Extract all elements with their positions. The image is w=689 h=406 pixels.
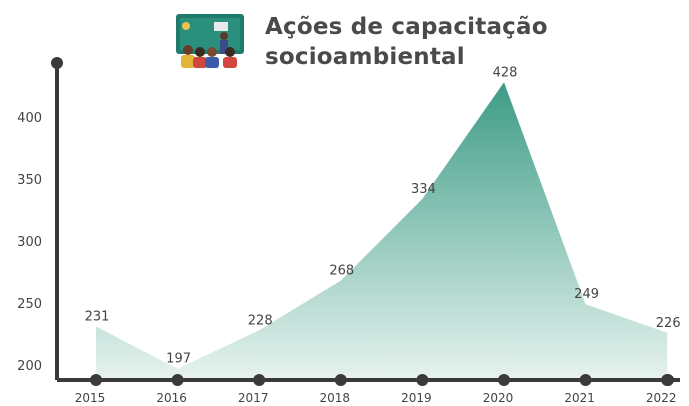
y-tick-label: 200	[17, 359, 42, 374]
y-tick-label: 300	[17, 235, 42, 250]
chart-title-line-1: Ações de capacitação	[265, 14, 548, 40]
x-tick-dot	[171, 374, 184, 386]
x-tick-dot	[416, 374, 429, 386]
data-label: 197	[166, 352, 191, 367]
x-tick-label: 2021	[564, 391, 595, 405]
x-tick-label: 2018	[320, 391, 351, 405]
x-tick-label: 2020	[483, 391, 514, 405]
x-tick-label: 2022	[646, 391, 677, 405]
x-tick-label: 2016	[156, 391, 187, 405]
y-tick-label: 400	[17, 111, 42, 126]
x-tick-dot	[579, 374, 592, 386]
x-tick-dot	[498, 374, 510, 386]
y-tick-label: 250	[17, 297, 42, 312]
people-meeting-icon	[174, 12, 246, 75]
data-label: 231	[85, 310, 110, 325]
data-label: 226	[656, 316, 681, 331]
data-label: 268	[329, 264, 354, 279]
data-label: 228	[248, 313, 273, 328]
data-label: 334	[411, 182, 436, 197]
x-tick-label: 2017	[238, 391, 269, 405]
x-tick-dot	[253, 374, 266, 386]
x-tick-dot	[90, 374, 102, 386]
y-tick-label: 350	[17, 173, 42, 188]
data-label: 249	[574, 287, 599, 302]
x-tick-dot	[661, 374, 674, 386]
x-tick-label: 2015	[75, 391, 106, 405]
x-tick-label: 2019	[401, 391, 432, 405]
data-label: 428	[493, 65, 518, 80]
y-axis-end-dot	[51, 57, 63, 69]
chart-title-line-2: socioambiental	[265, 44, 465, 70]
area-series	[96, 82, 668, 380]
x-tick-dot	[334, 374, 347, 386]
